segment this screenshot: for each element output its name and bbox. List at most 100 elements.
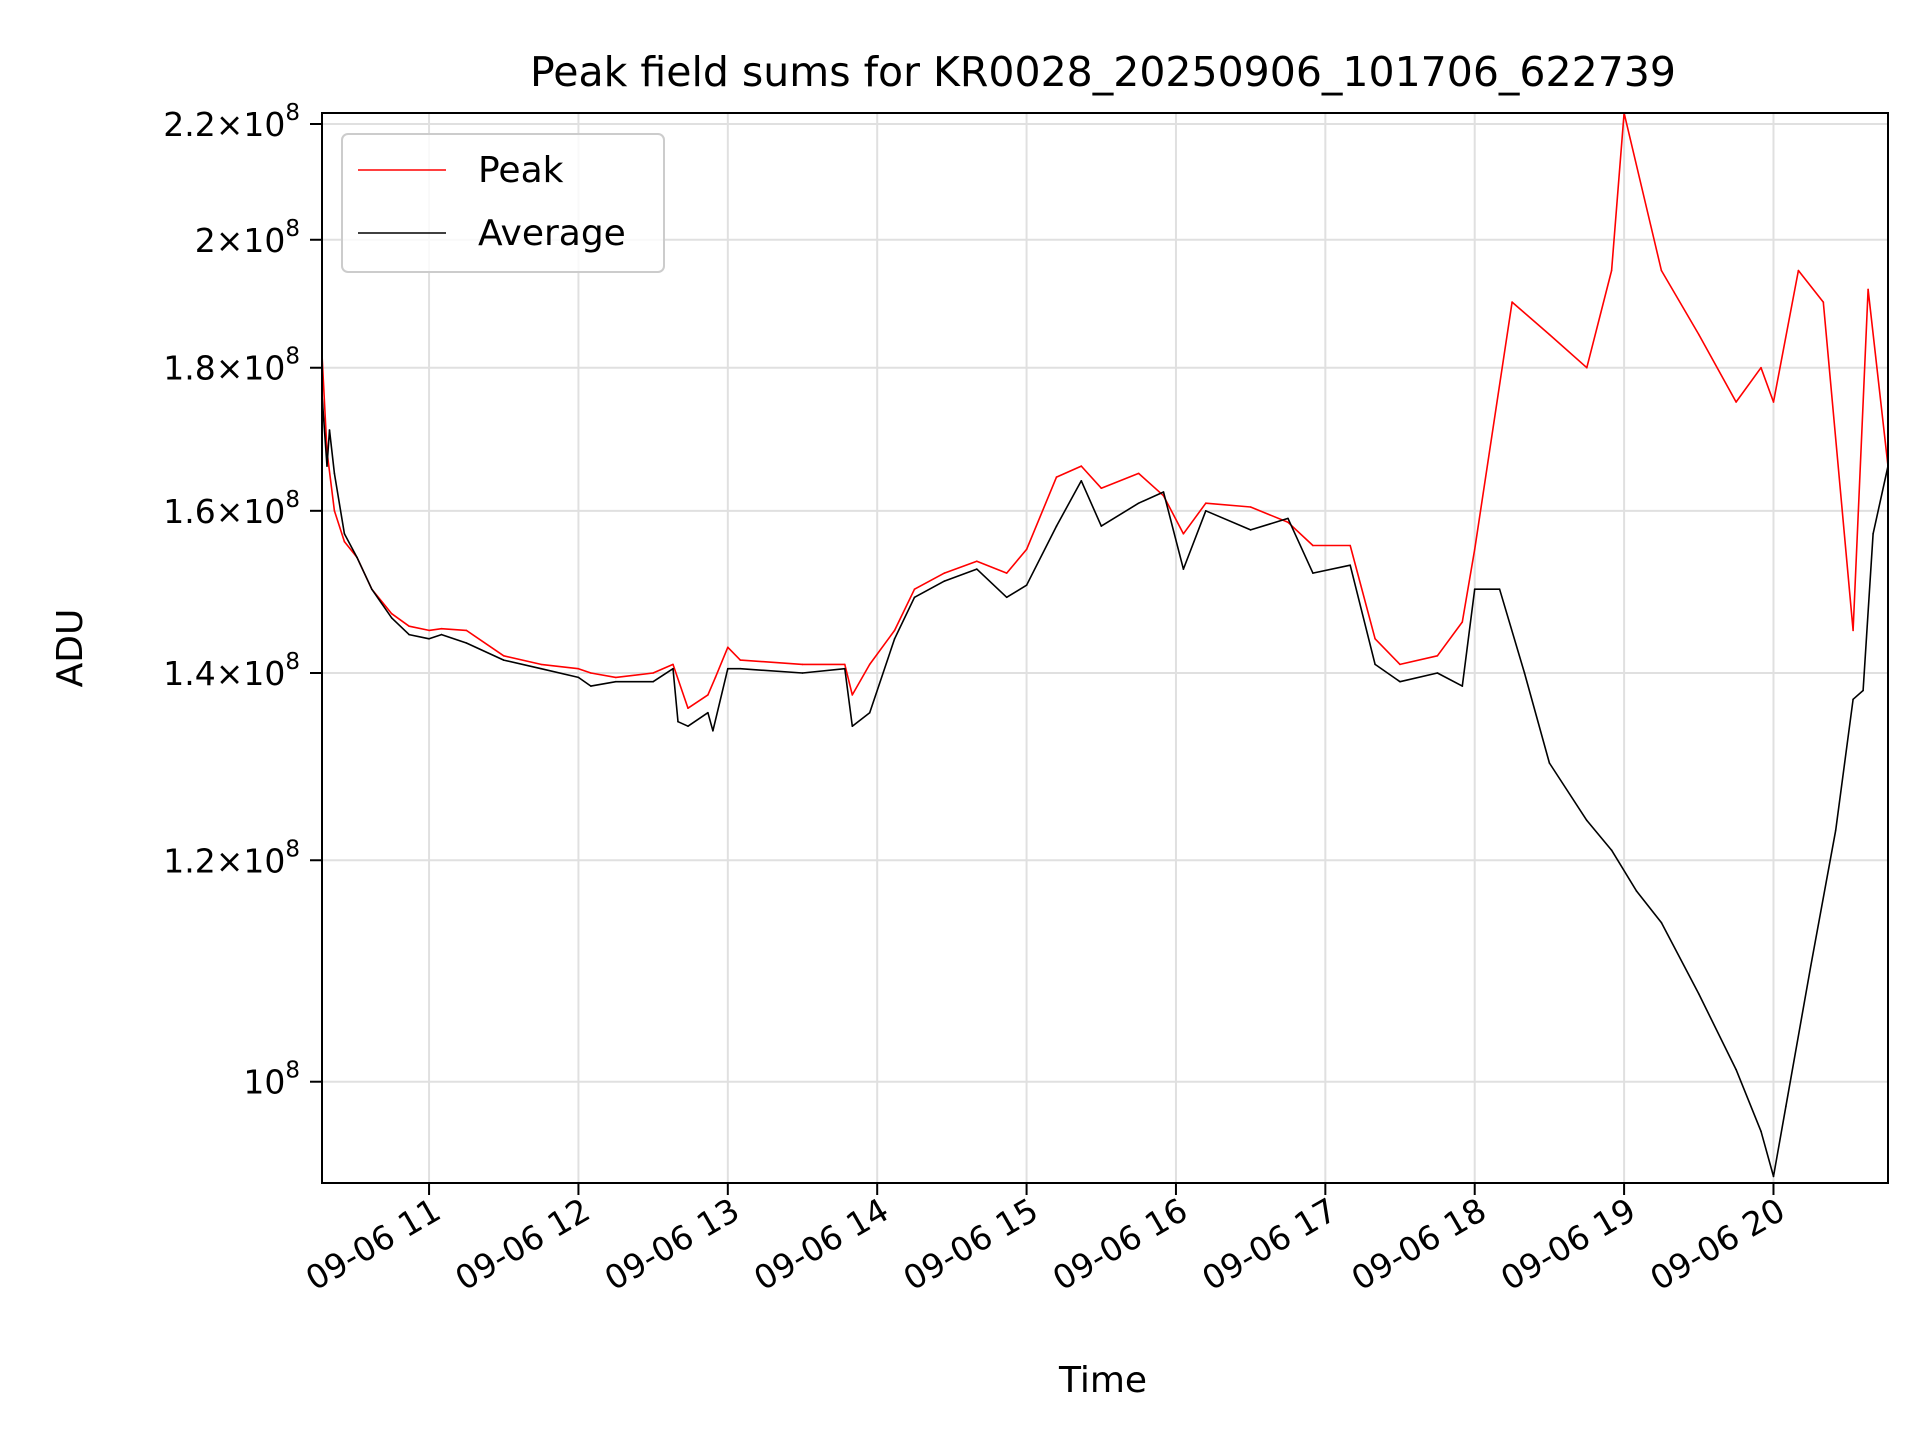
data-point-average [428,638,430,640]
data-point-average [1586,819,1588,822]
data-point-average [1862,689,1864,692]
data-point-average [913,596,916,599]
data-point-average [1287,517,1289,520]
data-point-peak [1852,629,1854,632]
data-point-peak [1610,269,1613,272]
data-point-peak [893,629,896,632]
data-point-peak [1055,476,1058,478]
chart-title: Peak field sums for KR0028_20250906_1017… [530,48,1676,96]
data-point-peak [727,646,729,649]
data-point-average [707,711,709,714]
data-point-average [801,672,804,674]
data-point-average [1772,1175,1775,1178]
y-tick-label: 1.8×108 [163,344,300,388]
data-point-peak [408,625,410,627]
data-point-peak [577,667,580,670]
data-point-average [1205,510,1207,512]
data-point-peak [502,655,505,657]
data-point-average [1660,921,1663,924]
data-point-average [727,667,729,670]
x-axis-label: Time [1058,1360,1147,1401]
data-point-average [1312,572,1314,574]
data-point-peak [1436,655,1439,657]
legend-label-average: Average [478,213,626,254]
legend-box [341,133,665,273]
data-point-peak [1772,401,1775,403]
data-point-average [893,638,896,640]
data-point-average [1137,502,1140,505]
data-point-peak [851,694,854,696]
data-point-peak [844,663,846,666]
data-point-average [1635,890,1638,892]
data-point-average [1100,525,1103,527]
data-point-peak [390,612,393,615]
data-point-average [1349,564,1351,566]
data-point-peak [1205,502,1207,505]
data-point-peak [1548,333,1551,336]
data-point-average [1760,1130,1762,1133]
y-tick-label: 1.6×108 [163,487,300,531]
data-point-average [739,667,742,670]
y-tick-label: 2×108 [195,216,300,260]
data-point-average [1872,533,1874,535]
plot-frame [321,112,1889,1184]
data-point-average [540,667,542,670]
data-point-peak [868,663,871,666]
data-point-peak [1100,487,1103,490]
data-point-average [1182,568,1185,570]
data-point-average [1834,829,1837,832]
data-point-average [1005,596,1008,599]
data-point-average [390,617,393,619]
data-point-average [440,633,443,636]
data-point-average [652,680,654,683]
data-point-peak [540,663,542,666]
data-point-average [465,642,468,644]
data-point-peak [465,629,468,632]
data-point-peak [1586,366,1588,369]
data-point-average [943,580,946,582]
data-point-average [371,588,373,590]
data-point-peak [615,676,617,679]
data-point-peak [976,560,978,562]
data-point-peak [1182,533,1185,535]
data-point-peak [590,672,592,674]
data-point-peak [1349,544,1351,547]
data-point-average [326,465,328,467]
data-point-average [1498,588,1501,590]
data-point-average [615,680,617,683]
data-point-average [1055,525,1058,527]
legend: Peak Average [341,133,665,273]
series-layer [322,113,1888,1178]
data-point-peak [1399,663,1401,666]
data-point-average [1548,762,1551,764]
data-point-peak [428,629,430,632]
data-point-average [1785,1105,1787,1108]
data-point-average [844,667,846,670]
data-point-peak [1025,548,1028,551]
data-point-peak [739,659,742,661]
data-point-average [328,429,331,431]
data-point-average [677,720,679,723]
data-point-average [1025,584,1028,586]
data-point-peak [707,694,709,696]
data-point-average [1399,680,1401,683]
data-point-peak [1511,301,1513,303]
data-point-average [1080,480,1083,482]
data-point-peak [1249,506,1252,508]
data-point-average [712,730,714,732]
data-point-peak [801,663,804,666]
data-point-average [1523,672,1526,674]
data-point-peak [943,572,946,574]
data-point-peak [440,627,443,630]
data-point-average [868,711,871,714]
data-point-average [1162,491,1165,493]
data-point-peak [1822,301,1825,303]
data-point-average [502,659,505,661]
data-point-peak [1698,333,1700,336]
data-point-average [1436,672,1439,674]
series-line-peak [322,113,1888,709]
data-point-peak [913,588,916,590]
data-point-peak [1312,544,1314,547]
data-point-average [408,633,410,636]
